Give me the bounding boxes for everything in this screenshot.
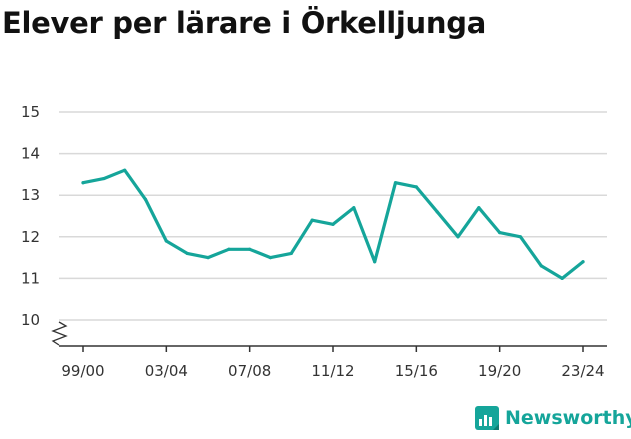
y-tick-label-10: 10 [21, 311, 40, 329]
newsworthy-logo-icon [475, 406, 499, 430]
data-point-15/16 [414, 185, 418, 189]
data-point-08/09 [268, 256, 273, 260]
data-point-20/21 [518, 235, 523, 239]
data-point-21/22 [539, 264, 543, 268]
data-point-19/20 [498, 231, 502, 235]
chart-title: Elever per lärare i Örkelljunga [2, 6, 486, 40]
brand-name: Newsworthy [505, 407, 631, 429]
data-point-04/05 [185, 251, 189, 256]
data-point-01/02 [123, 168, 127, 172]
data-point-03/04 [164, 239, 168, 243]
data-point-07/08 [248, 247, 252, 251]
x-axis-tick-labels: 99/00 03/04 07/08 11/12 15/16 19/20 23/24 [61, 362, 604, 380]
x-tick-label-23/24: 23/24 [561, 362, 604, 380]
x-tick-label-07/08: 07/08 [228, 362, 271, 380]
data-point-00/01 [102, 176, 106, 181]
y-tick-label-11: 11 [21, 269, 40, 287]
data-point-22/23 [560, 276, 564, 280]
x-axis [51, 321, 607, 352]
data-point-99/00 [81, 181, 85, 185]
x-tick-label-03/04: 03/04 [145, 362, 188, 380]
data-point-09/10 [289, 251, 293, 256]
data-point-16/17 [435, 210, 439, 214]
data-point-06/07 [227, 247, 231, 251]
data-point-14/15 [393, 181, 398, 185]
data-point-02/03 [143, 197, 148, 201]
x-tick-label-11/12: 11/12 [311, 362, 354, 380]
x-tick-label-15/16: 15/16 [395, 362, 438, 380]
y-axis-tick-labels: 10 11 12 13 14 15 [21, 103, 40, 329]
data-point-10/11 [310, 218, 314, 222]
axis-break-icon [51, 321, 68, 346]
data-point-05/06 [206, 256, 210, 260]
data-point-17/18 [456, 235, 460, 239]
newsworthy-brand: Newsworthy [475, 406, 631, 430]
data-point-13/14 [373, 260, 377, 264]
data-point-18/19 [477, 206, 481, 210]
data-point-12/13 [352, 206, 356, 210]
data-point-23/24 [581, 260, 585, 264]
x-tick-label-99/00: 99/00 [61, 362, 104, 380]
y-tick-label-14: 14 [21, 145, 40, 163]
data-point-11/12 [331, 222, 335, 226]
y-tick-label-15: 15 [21, 103, 40, 121]
grid-lines [59, 111, 607, 321]
y-tick-label-12: 12 [21, 228, 40, 246]
y-tick-label-13: 13 [21, 186, 40, 204]
series-layer [81, 168, 585, 280]
x-tick-label-19/20: 19/20 [478, 362, 521, 380]
